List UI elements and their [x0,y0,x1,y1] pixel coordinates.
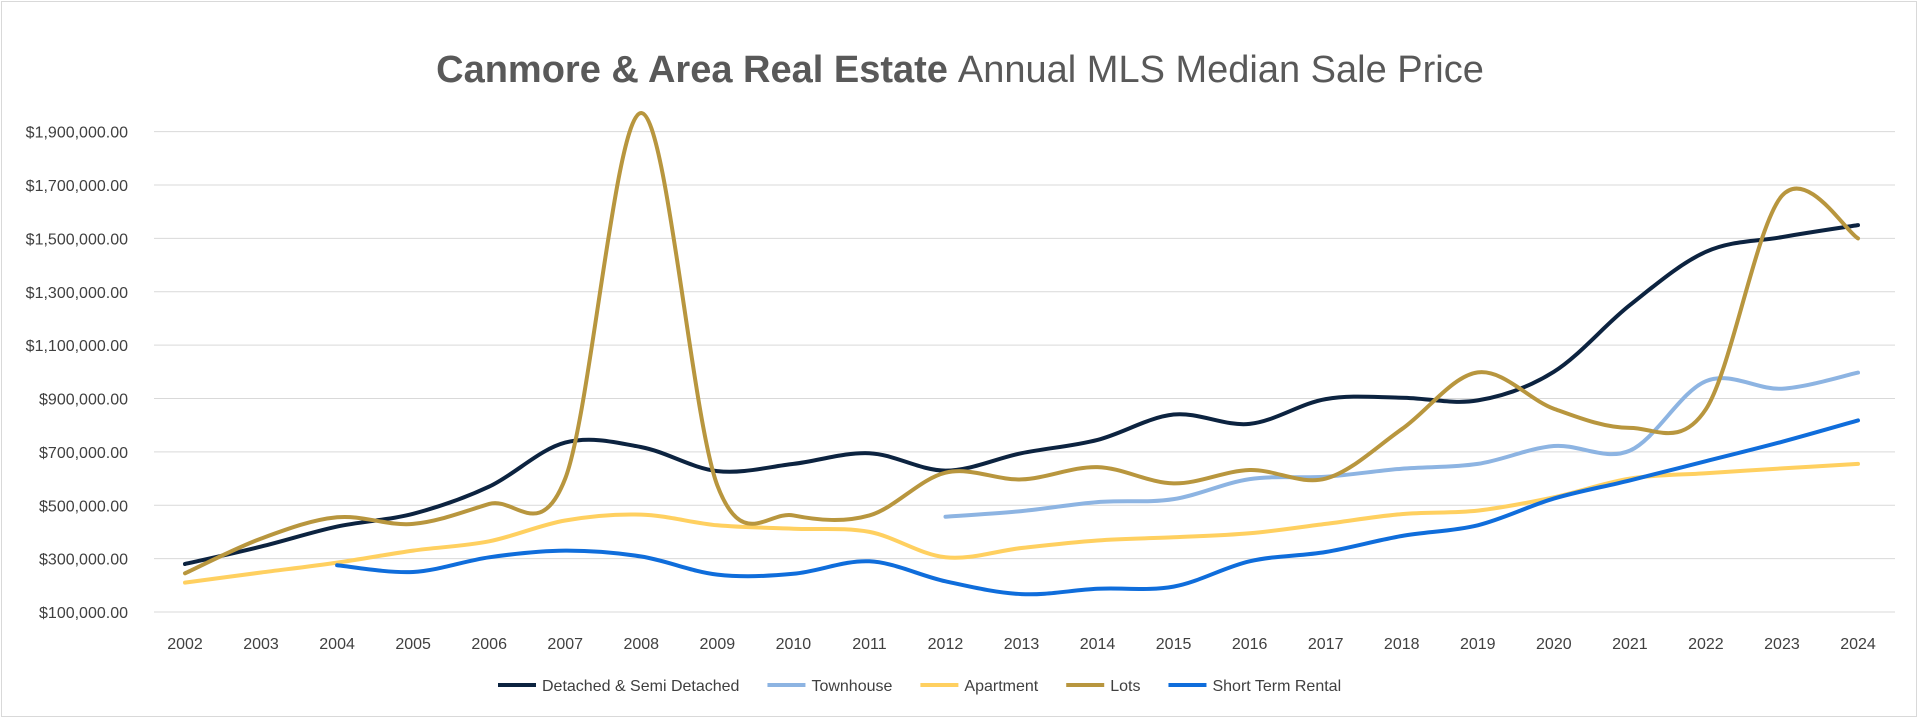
x-tick-label: 2009 [700,636,736,653]
x-tick-label: 2015 [1156,636,1192,653]
series-line-lots [183,110,1860,576]
series-lines [183,110,1860,597]
series-line-short-term-rental [335,418,1860,597]
x-tick-label: 2020 [1536,636,1572,653]
gridlines [154,131,1895,613]
y-tick-label: $500,000.00 [39,498,128,515]
legend-item-lots: Lots [1066,678,1140,695]
x-axis: 2002 2003 2004 2005 2006 2007 2008 2009 2010 2011… [167,636,1876,653]
x-tick-label: 2013 [1004,636,1040,653]
x-tick-label: 2018 [1384,636,1420,653]
x-tick-label: 2021 [1612,636,1648,653]
x-tick-label: 2017 [1308,636,1344,653]
legend-item-short-term-rental: Short Term Rental [1168,678,1341,695]
x-tick-label: 2014 [1080,636,1116,653]
x-tick-label: 2002 [167,636,203,653]
chart-title: Canmore & Area Real Estate Annual MLS Med… [436,49,1484,91]
y-tick-label: $1,500,000.00 [26,231,128,248]
legend-item-townhouse: Townhouse [767,678,893,695]
y-tick-label: $1,300,000.00 [26,285,128,302]
y-tick-label: $1,700,000.00 [26,178,128,195]
x-tick-label: 2022 [1688,636,1724,653]
x-tick-label: 2024 [1840,636,1876,653]
x-tick-label: 2016 [1232,636,1268,653]
series-line-detached-semi-detached [183,223,1860,566]
legend-label: Detached & Semi Detached [542,678,739,695]
legend-item-detached-semi-detached: Detached & Semi Detached [498,678,739,695]
x-tick-label: 2010 [776,636,812,653]
y-tick-label: $1,100,000.00 [26,338,128,355]
y-tick-label: $300,000.00 [39,552,128,569]
y-tick-label: $900,000.00 [39,392,128,409]
x-tick-label: 2005 [395,636,431,653]
legend-label: Townhouse [811,678,892,695]
x-tick-label: 2011 [852,636,887,653]
x-tick-label: 2019 [1460,636,1496,653]
x-tick-label: 2007 [547,636,583,653]
legend-label: Lots [1110,678,1140,695]
chart-title-rest: Annual MLS Median Sale Price [958,49,1484,91]
y-tick-label: $100,000.00 [39,605,128,622]
series-line-townhouse [943,370,1860,519]
legend: Detached & Semi Detached Townhouse Apartme… [498,678,1341,695]
x-tick-label: 2006 [471,636,507,653]
y-tick-label: $700,000.00 [39,445,128,462]
x-tick-label: 2008 [623,636,659,653]
x-tick-label: 2003 [243,636,279,653]
legend-label: Apartment [964,678,1038,695]
x-tick-label: 2004 [319,636,355,653]
chart-title-bold: Canmore & Area Real Estate [436,49,948,91]
series-line-apartment [183,461,1860,585]
x-tick-label: 2012 [928,636,964,653]
legend-label: Short Term Rental [1212,678,1341,695]
y-tick-label: $1,900,000.00 [26,125,128,142]
x-tick-label: 2023 [1764,636,1800,653]
legend-item-apartment: Apartment [920,678,1039,695]
y-axis: $100,000.00 $300,000.00 $500,000.00 $700,00… [26,125,128,622]
